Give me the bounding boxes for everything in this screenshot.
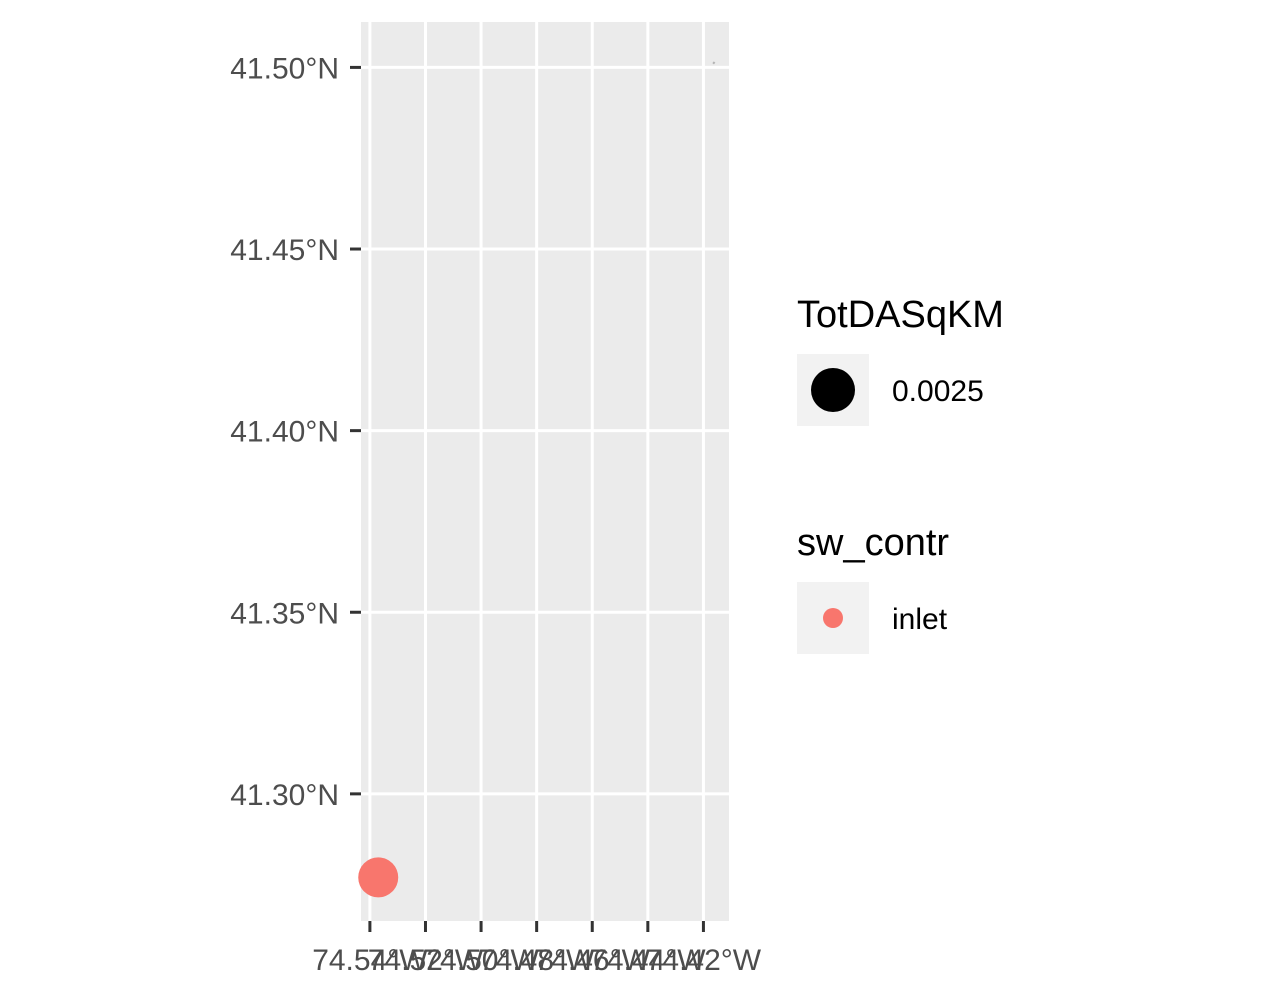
legend-label-0-0: 0.0025 [892, 375, 984, 408]
map-features [712, 61, 716, 65]
gridlines [361, 22, 729, 921]
legend-title-0: TotDASqKM [797, 294, 1004, 336]
data-points [358, 857, 399, 898]
legend-key-symbol-0-0 [811, 368, 855, 412]
flowline-feature-0 [712, 61, 716, 65]
axes: 41.30°N 41.35°N 41.40°N 41.45°N 41.50°N 74.54… [230, 52, 762, 977]
y-tick-label-3: 41.45°N [230, 234, 339, 267]
x-tick-label-5: 74.44°W [590, 944, 706, 977]
plot-panel [361, 22, 729, 921]
y-tick-label-1: 41.35°N [230, 597, 339, 630]
legend-key-symbol-1-0 [823, 608, 843, 628]
y-tick-label-0: 41.30°N [230, 779, 339, 812]
x-tick-label-4: 74.46°W [535, 944, 651, 977]
y-tick-label-2: 41.40°N [230, 416, 339, 449]
x-tick-label-6: 74.42°W [646, 944, 762, 977]
x-tick-label-1: 74.52°W [368, 944, 484, 977]
legend-title-1: sw_contr [797, 522, 949, 564]
point-inlet-0 [358, 857, 399, 898]
x-tick-label-2: 74.50°W [423, 944, 539, 977]
x-tick-label-3: 74.48°W [479, 944, 595, 977]
x-tick-label-0: 74.54°W [312, 944, 428, 977]
legend-label-1-0: inlet [892, 603, 948, 636]
y-tick-label-4: 41.50°N [230, 52, 339, 85]
